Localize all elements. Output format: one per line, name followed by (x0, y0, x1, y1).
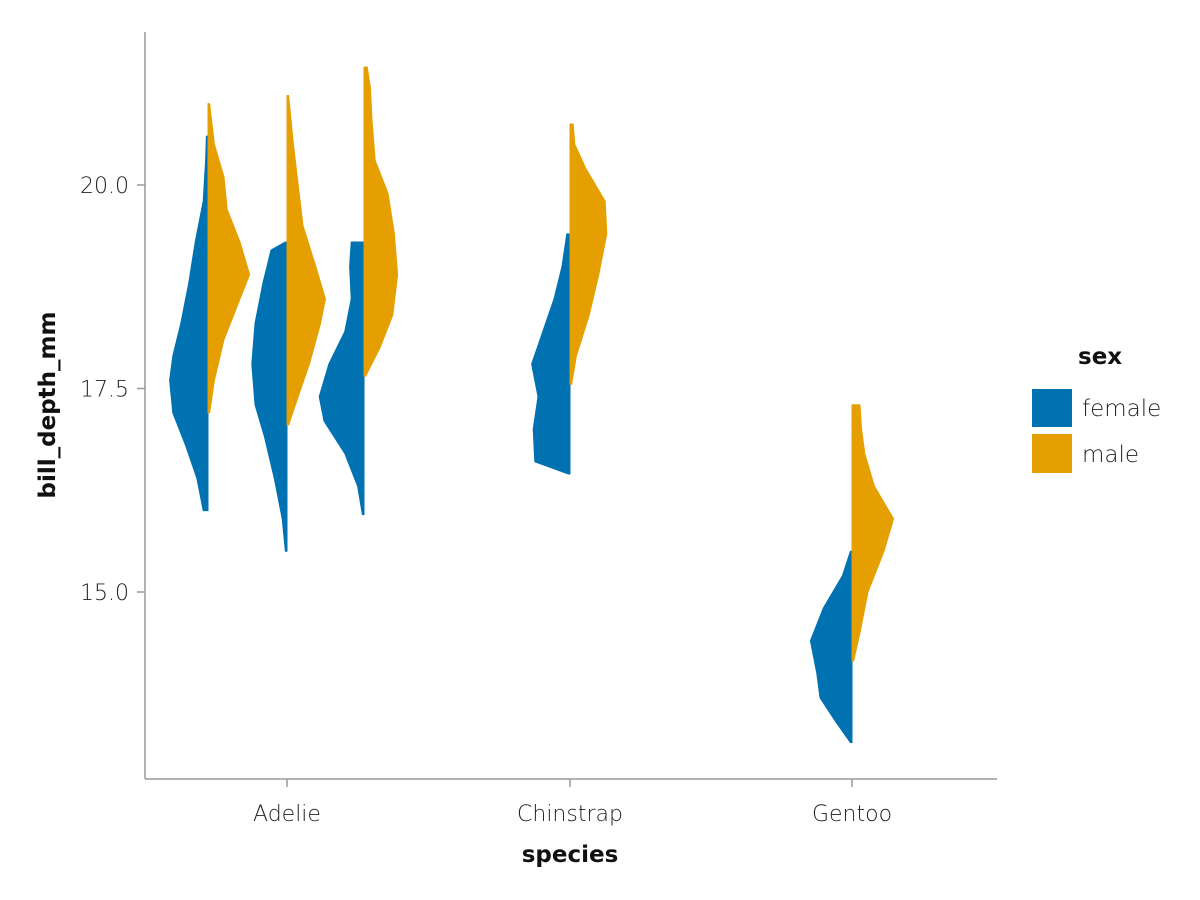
y-axis-title: bill_depth_mm (35, 312, 61, 499)
y-tick-label: 20.0 (80, 174, 129, 199)
legend-swatch-female (1032, 389, 1072, 427)
violin-adelie-3-male (363, 66, 399, 377)
legend-label-male: male (1082, 442, 1139, 468)
legend-swatch-male (1032, 434, 1072, 473)
violin-chinstrap-1-male (569, 123, 608, 385)
x-tick-label: Chinstrap (517, 802, 623, 827)
y-tick-label: 15.0 (80, 581, 129, 606)
y-tick-label: 17.5 (80, 378, 129, 403)
violins-layer (169, 66, 895, 744)
violin-gentoo-1-male (851, 404, 895, 662)
x-axis-title: species (522, 842, 619, 868)
violin-adelie-2-male (286, 94, 326, 426)
violin-adelie-2-female (251, 241, 288, 552)
violin-gentoo-1-female (809, 550, 853, 744)
x-tick-label: Gentoo (812, 802, 892, 827)
violin-chinstrap-1-female (531, 233, 571, 475)
legend-title: sex (1078, 344, 1122, 370)
legend: sex female male (1032, 344, 1161, 473)
violin-adelie-1-male (207, 103, 251, 414)
x-tick-label: Adelie (253, 802, 321, 827)
x-ticks: Adelie Chinstrap Gentoo (253, 779, 892, 827)
violin-adelie-3-female (318, 241, 365, 516)
violin-adelie-1-female (169, 135, 209, 512)
legend-label-female: female (1082, 396, 1161, 422)
y-ticks: 15.0 17.5 20.0 (80, 174, 145, 606)
